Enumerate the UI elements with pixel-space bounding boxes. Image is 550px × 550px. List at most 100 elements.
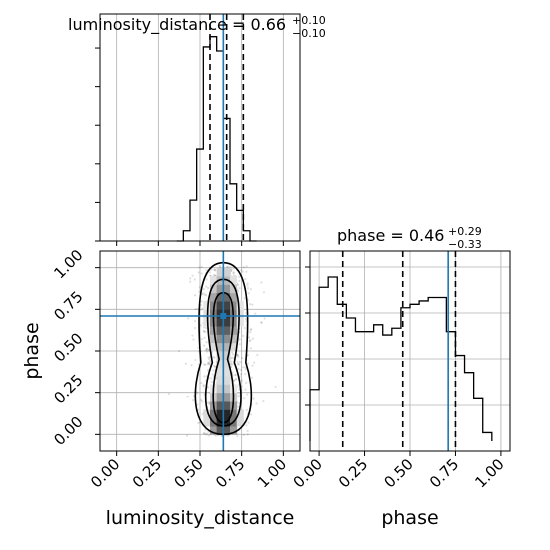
scatter-point [213,364,216,368]
density-cell [216,367,224,377]
scatter-point [249,328,252,332]
scatter-point [235,353,239,356]
density-cell [210,334,218,344]
scatter-point [199,304,203,307]
scatter-point [202,344,206,347]
density-cell [236,301,244,310]
density-cell [223,334,231,344]
scatter-point [213,356,216,359]
x-tick-label: 0.50 [380,455,416,491]
scatter-point [260,321,263,324]
scatter-point [244,388,247,391]
scatter-point [238,388,241,391]
scatter-point [197,271,200,274]
scatter-point [192,338,195,341]
density-cell [236,417,244,427]
scatter-point [238,343,241,346]
scatter-point [250,327,253,331]
scatter-point [202,288,205,291]
x-tick-label: 0.25 [335,455,371,491]
scatter-point [246,353,249,357]
scatter-point [208,362,211,366]
scatter-point [203,336,206,339]
scatter-point [238,275,241,278]
scatter-point [242,366,245,369]
y-tick-label: 0.25 [50,371,86,407]
x-tick-label: 0.50 [170,455,206,491]
density-cell [223,309,231,319]
x-tick-label: 0.75 [212,455,248,491]
density-cell [223,384,231,394]
scatter-point [202,292,205,295]
scatter-point [232,271,236,274]
scatter-point [234,373,237,376]
scatter-point [237,367,240,371]
scatter-point [248,340,251,343]
scatter-point [238,286,241,290]
scatter-point [200,265,203,269]
scatter-point [248,336,251,339]
scatter-point [230,269,233,272]
scatter-point [167,392,171,396]
scatter-point [184,362,188,365]
scatter-point [245,408,248,411]
scatter-point [208,358,211,361]
scatter-point [201,307,204,310]
scatter-point [226,434,229,438]
histogram-line [176,36,257,242]
scatter-point [245,424,248,427]
x-tick-label: 1.00 [254,455,290,491]
scatter-point [205,341,208,344]
scatter-point [207,361,211,364]
scatter-point [246,282,249,285]
scatter-point [246,287,250,290]
scatter-point [246,362,249,365]
scatter-point [236,289,240,293]
scatter-point [246,393,249,396]
scatter-point [231,353,234,356]
scatter-point [246,284,249,287]
scatter-point [236,360,239,364]
scatter-point [242,433,245,437]
density-cell [223,359,231,369]
scatter-point [220,434,223,437]
scatter-point [231,356,234,359]
scatter-point [210,380,213,383]
scatter-point [205,432,209,435]
scatter-point [232,272,235,275]
panel-frame [99,250,301,452]
scatter-point [199,324,203,327]
density-cell [223,426,231,435]
density-cell [223,392,231,402]
scatter-point [201,413,204,416]
scatter-point [234,378,237,381]
scatter-point [245,381,248,385]
phase-title-plus: +0.29 [448,225,482,238]
scatter-point [214,269,217,272]
y-tick-label: 0.00 [50,413,86,449]
scatter-point [237,355,240,358]
density-cell [210,409,218,419]
scatter-point [231,371,234,374]
scatter-point [207,386,210,389]
x-tick-label: 0.25 [129,455,165,491]
phase-marginal-panel: 0.00 0.25 0.50 0.75 1.00 [290,250,511,491]
density-cell [223,351,231,360]
scatter-point [210,268,213,271]
scatter-point [191,334,194,337]
density-cell [230,301,238,310]
density-cell [223,409,231,419]
scatter-point [251,364,254,367]
joint-density-panel: 0.00 0.25 0.50 0.75 1.000.000.250.500.751.00 [50,246,301,491]
scatter-point [202,432,205,435]
scatter-point [206,369,209,372]
scatter-point [234,373,237,377]
scatter-point [207,361,210,364]
scatter-point [255,402,258,405]
truth-marker [220,313,227,319]
density-cell [216,309,224,319]
scatter-point [205,278,208,281]
density-cell [210,342,218,352]
density-cell [216,292,224,302]
scatter-point [198,286,202,289]
